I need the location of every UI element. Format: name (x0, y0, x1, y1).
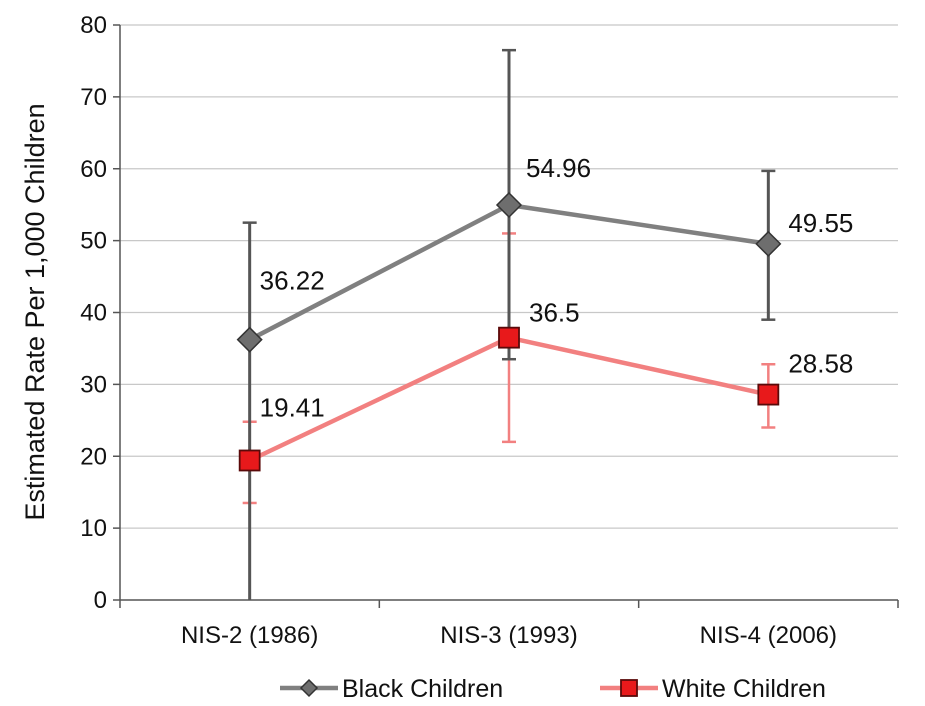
legend-label: White Children (662, 675, 826, 703)
x-category-label: NIS-4 (2006) (700, 622, 837, 649)
black-children-marker (495, 191, 523, 219)
y-tick-label: 40 (80, 300, 107, 327)
white-children-marker (757, 383, 780, 406)
data-label: 19.41 (260, 392, 325, 422)
y-tick-label: 30 (80, 371, 107, 398)
data-label: 36.22 (260, 266, 325, 296)
white-children-marker (238, 449, 261, 472)
axes (113, 24, 899, 608)
y-tick-label: 60 (80, 156, 107, 183)
white-children-marker (498, 326, 520, 349)
legend-swatch-marker (299, 678, 319, 698)
black-children-marker (236, 326, 263, 353)
legend-swatch-marker (620, 679, 638, 697)
data-label: 36.5 (529, 298, 580, 328)
error-bars (242, 48, 776, 600)
data-labels: 36.22 54.96 49.55 19.41 36.5 28.58 (260, 153, 854, 423)
series-markers (236, 191, 782, 472)
y-axis-label: Estimated Rate Per 1,000 Children (20, 103, 50, 520)
legend-label: Black Children (342, 675, 503, 703)
y-tick-label: 0 (94, 587, 107, 614)
data-label: 54.96 (526, 153, 591, 183)
x-category-label: NIS-2 (1986) (181, 622, 318, 649)
y-tick-label: 80 (80, 12, 107, 39)
legend: Black Children White Children (280, 675, 826, 703)
legend-item: White Children (600, 675, 826, 703)
black-children-marker (755, 230, 782, 257)
y-tick-label: 20 (80, 443, 107, 470)
y-tick-label: 70 (80, 84, 107, 111)
x-category-label: NIS-3 (1993) (440, 622, 577, 649)
data-label: 28.58 (788, 349, 853, 379)
x-category-labels: NIS-2 (1986) NIS-3 (1993) NIS-4 (2006) (181, 622, 837, 649)
data-label: 49.55 (788, 208, 853, 238)
y-tick-labels: 0 10 20 30 40 50 60 70 80 (80, 12, 107, 614)
y-tick-label: 10 (80, 515, 107, 542)
legend-item: Black Children (280, 675, 503, 703)
y-tick-label: 50 (80, 228, 107, 255)
